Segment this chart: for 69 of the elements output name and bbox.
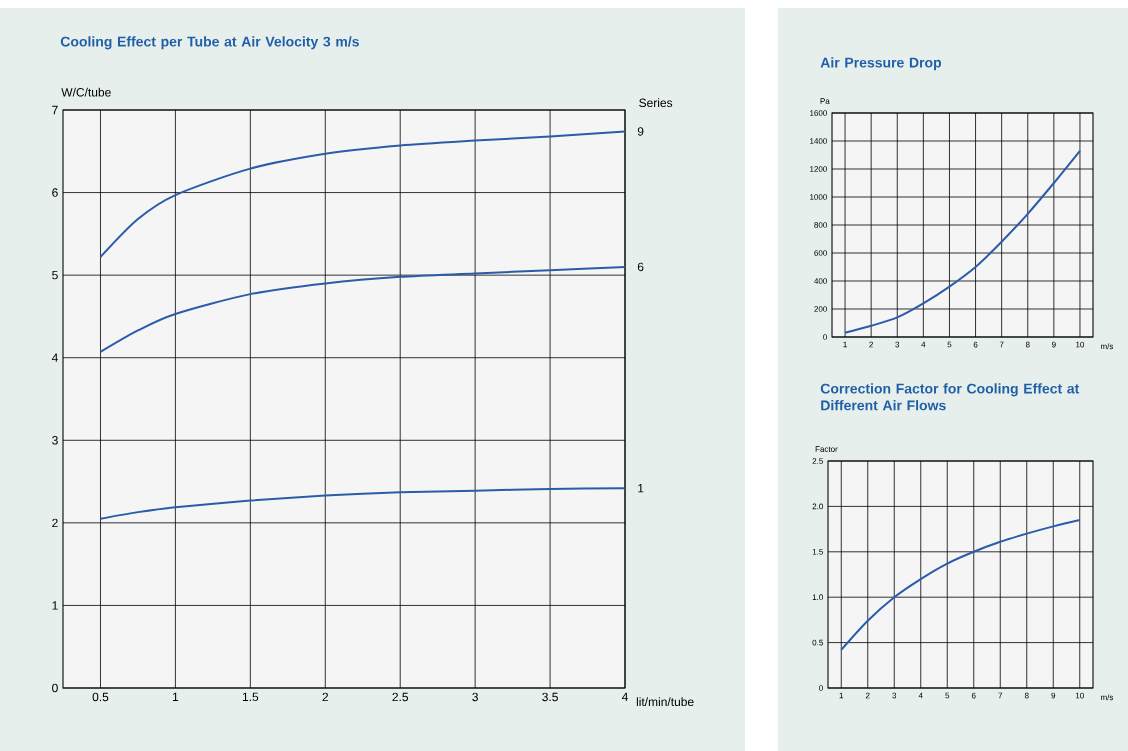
x-tick-label: 3 bbox=[892, 692, 897, 699]
x-tick-label: 4 bbox=[921, 341, 926, 348]
y-tick-label: 800 bbox=[814, 222, 827, 228]
x-tick-label: 6 bbox=[971, 692, 976, 699]
series-label: 1 bbox=[638, 484, 644, 493]
x-tick-label: 1 bbox=[172, 692, 179, 701]
y-axis-title: Pa bbox=[820, 98, 830, 104]
x-tick-label: 7 bbox=[998, 692, 1003, 699]
y-tick-label: 2.0 bbox=[812, 503, 823, 510]
x-tick-label: 1 bbox=[839, 692, 844, 699]
x-tick-label: 0.5 bbox=[92, 692, 109, 702]
x-tick-label: 2 bbox=[865, 692, 870, 699]
y-tick-label: 2 bbox=[52, 518, 58, 528]
y-tick-label: 0 bbox=[823, 334, 827, 340]
chart-title: Correction Factor for Cooling Effect at Different Air Flows bbox=[820, 383, 1080, 411]
x-tick-label: 8 bbox=[1025, 341, 1030, 348]
y-tick-label: 400 bbox=[814, 278, 827, 284]
y-tick-label: 1400 bbox=[810, 138, 827, 144]
x-tick-label: 10 bbox=[1076, 341, 1085, 348]
x-tick-label: 10 bbox=[1075, 692, 1084, 699]
x-tick-label: 2.5 bbox=[392, 692, 409, 702]
x-tick-label: 5 bbox=[947, 341, 952, 348]
line-series bbox=[99, 487, 627, 520]
y-tick-label: 0 bbox=[819, 685, 823, 691]
line-series bbox=[844, 149, 1081, 334]
legend-title: Series bbox=[639, 98, 673, 108]
x-tick-label: 6 bbox=[973, 341, 978, 348]
y-tick-label: 1600 bbox=[810, 110, 827, 116]
y-tick-label: 5 bbox=[52, 270, 58, 280]
x-tick-label: 5 bbox=[945, 692, 950, 699]
y-tick-label: 1.5 bbox=[812, 549, 823, 555]
y-tick-label: 7 bbox=[52, 105, 58, 115]
x-tick-label: 1 bbox=[843, 341, 847, 348]
chart-title: Air Pressure Drop bbox=[820, 57, 942, 71]
y-tick-label: 1.0 bbox=[812, 594, 823, 601]
y-tick-label: 0 bbox=[52, 683, 58, 693]
x-tick-label: 9 bbox=[1051, 692, 1056, 699]
x-tick-label: 3.5 bbox=[542, 692, 558, 702]
x-axis-title: m/s bbox=[1101, 694, 1114, 701]
x-tick-label: 7 bbox=[999, 341, 1004, 348]
x-tick-label: 3 bbox=[472, 692, 478, 702]
y-tick-label: 1200 bbox=[810, 166, 827, 172]
x-tick-label: 4 bbox=[918, 692, 923, 699]
x-axis-title: m/s bbox=[1101, 343, 1114, 350]
y-axis-title: W/C/tube bbox=[61, 87, 111, 97]
x-tick-label: 8 bbox=[1024, 692, 1029, 699]
y-tick-label: 1 bbox=[52, 601, 58, 610]
x-tick-label: 2 bbox=[322, 692, 328, 702]
y-tick-label: 2.5 bbox=[812, 458, 823, 464]
y-tick-label: 4 bbox=[51, 353, 58, 362]
line-series bbox=[99, 130, 627, 258]
x-axis-title: lit/min/tube bbox=[636, 697, 694, 707]
y-tick-label: 3 bbox=[52, 436, 58, 445]
series-label: 9 bbox=[637, 127, 644, 136]
line-series bbox=[99, 265, 627, 353]
y-tick-label: 0.5 bbox=[812, 639, 823, 646]
x-tick-label: 2 bbox=[869, 341, 873, 348]
y-tick-label: 600 bbox=[814, 250, 827, 256]
x-tick-label: 1.5 bbox=[242, 692, 259, 702]
y-axis-title: Factor bbox=[815, 446, 838, 452]
x-tick-label: 4 bbox=[621, 692, 628, 701]
y-tick-label: 1000 bbox=[810, 194, 827, 200]
line-series bbox=[840, 519, 1081, 651]
x-tick-label: 9 bbox=[1052, 341, 1056, 348]
series-label: 6 bbox=[637, 262, 644, 272]
y-tick-label: 200 bbox=[814, 306, 827, 312]
chart-title: Cooling Effect per Tube at Air Velocity 3 m/s bbox=[60, 36, 359, 50]
y-tick-label: 6 bbox=[52, 188, 58, 197]
x-tick-label: 3 bbox=[895, 341, 900, 348]
